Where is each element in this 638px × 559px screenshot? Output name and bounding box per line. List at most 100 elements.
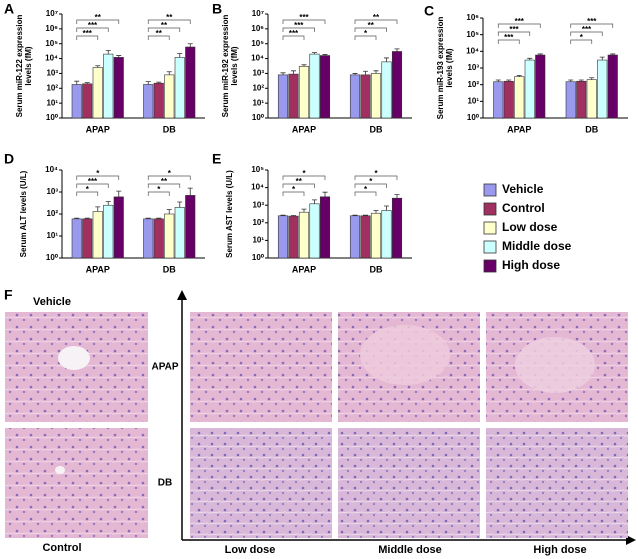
legend-swatch xyxy=(483,183,497,197)
legend-swatch xyxy=(483,259,497,273)
error-bar xyxy=(187,187,193,196)
histology-image xyxy=(486,428,628,538)
bar xyxy=(174,207,185,259)
error-bar xyxy=(322,191,328,197)
x-tick-label: DB xyxy=(163,124,176,134)
bar xyxy=(381,210,392,259)
error-bar xyxy=(516,74,522,77)
significance-bracket xyxy=(354,175,398,180)
y-tick-label: 10⁵ xyxy=(45,39,58,48)
bar xyxy=(92,67,103,119)
bar xyxy=(349,74,361,119)
image-label: Low dose xyxy=(225,544,276,556)
significance-label: *** xyxy=(509,25,519,34)
y-tick-label: 10² xyxy=(467,80,479,89)
error-bar xyxy=(394,194,400,199)
significance-bracket xyxy=(354,27,387,32)
y-axis-label: Serum miR-122 expression xyxy=(15,15,24,118)
panel-letter: A xyxy=(4,1,14,17)
significance-label: ** xyxy=(166,13,173,22)
significance-bracket xyxy=(497,31,531,36)
row-label: DB xyxy=(158,478,172,489)
y-tick-label: 10⁶ xyxy=(466,13,479,22)
bar xyxy=(391,197,403,259)
error-bar xyxy=(116,55,122,58)
y-tick-label: 10⁴ xyxy=(251,54,264,63)
panel-letter: D xyxy=(4,151,14,167)
bar xyxy=(277,215,289,259)
significance-bracket xyxy=(570,39,593,44)
error-bar xyxy=(312,199,317,204)
significance-label: *** xyxy=(515,17,525,26)
legend-swatch xyxy=(483,221,497,235)
histology-image xyxy=(190,428,332,538)
significance-bracket xyxy=(282,27,315,32)
legend-swatch xyxy=(483,202,497,216)
y-tick-label: 10³ xyxy=(252,200,264,209)
error-bar xyxy=(177,201,183,208)
panel-letter: B xyxy=(212,1,222,17)
error-bar xyxy=(280,214,286,216)
error-bar xyxy=(301,208,307,213)
significance-bracket xyxy=(354,183,387,188)
significance-bracket xyxy=(497,39,520,44)
bar xyxy=(153,82,164,119)
significance-bracket xyxy=(147,183,181,188)
y-tick-label: 10⁶ xyxy=(251,24,264,33)
y-axis-label: Serum ALT levels (U/L) xyxy=(19,170,28,257)
significance-bracket xyxy=(354,35,377,40)
significance-bracket xyxy=(282,183,315,188)
chart: D Serum ALT levels (U/L) 10⁰ 10¹ 10² 10³ 10⁴ AP… xyxy=(4,151,205,274)
legend-label: Control xyxy=(502,201,545,215)
significance-bracket xyxy=(147,191,170,196)
y-tick-label: 10¹ xyxy=(46,98,58,107)
error-bar xyxy=(537,53,543,56)
image-label: High dose xyxy=(533,544,586,556)
significance-bracket xyxy=(147,35,170,40)
significance-label: ** xyxy=(161,177,168,186)
legend-label: High dose xyxy=(502,258,560,272)
bar xyxy=(92,211,103,259)
error-bar xyxy=(145,217,151,219)
error-bar xyxy=(568,79,574,82)
significance-bracket xyxy=(76,27,109,32)
error-bar xyxy=(74,217,80,219)
bar xyxy=(103,204,114,259)
significance-label: * xyxy=(157,185,161,194)
x-tick-label: DB xyxy=(370,264,383,274)
y-axis-label: levels (fM) xyxy=(445,48,454,87)
significance-label: *** xyxy=(587,17,597,26)
y-tick-label: 10² xyxy=(252,83,264,92)
significance-label: *** xyxy=(294,21,304,30)
significance-label: ** xyxy=(296,177,303,186)
y-axis-label: Serum miR-192 expression xyxy=(221,15,230,118)
y-tick-label: 10¹ xyxy=(467,96,479,105)
significance-bracket xyxy=(76,35,99,40)
error-bar xyxy=(84,217,90,219)
y-tick-label: 10⁵ xyxy=(466,30,479,39)
error-bar xyxy=(495,79,501,82)
x-tick-label: APAP xyxy=(86,124,110,134)
error-bar xyxy=(352,73,358,75)
histology-image xyxy=(5,428,148,538)
significance-bracket xyxy=(282,19,326,24)
y-tick-label: 10⁰ xyxy=(46,113,59,122)
y-tick-label: 10⁵ xyxy=(251,39,264,48)
significance-label: *** xyxy=(582,25,592,34)
error-bar xyxy=(363,70,368,75)
bar xyxy=(164,74,175,119)
significance-label: * xyxy=(302,169,306,178)
y-tick-label: 10¹ xyxy=(252,236,264,245)
error-bar xyxy=(373,210,379,214)
significance-label: * xyxy=(369,177,373,186)
bar xyxy=(370,73,382,119)
bar xyxy=(360,215,371,259)
x-tick-label: DB xyxy=(585,124,598,134)
x-tick-label: APAP xyxy=(292,124,316,134)
x-tick-label: DB xyxy=(370,124,383,134)
bar xyxy=(164,213,175,259)
x-tick-label: APAP xyxy=(292,264,316,274)
bar xyxy=(524,59,535,119)
histology-panel: F Vehicle Control APAP DB Low dose Middl… xyxy=(4,287,636,556)
